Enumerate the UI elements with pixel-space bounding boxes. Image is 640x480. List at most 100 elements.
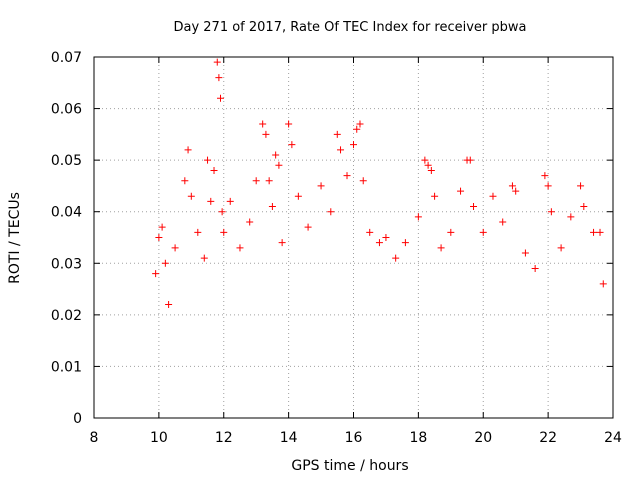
data-point	[265, 177, 273, 185]
data-point	[184, 146, 192, 154]
data-point	[194, 228, 202, 236]
data-point	[577, 182, 585, 190]
data-point	[181, 177, 189, 185]
data-point	[580, 203, 588, 211]
data-point	[414, 213, 422, 221]
data-point	[567, 213, 575, 221]
data-point	[599, 280, 607, 288]
data-point	[171, 244, 179, 252]
data-point	[317, 182, 325, 190]
data-point	[236, 244, 244, 252]
data-point	[333, 130, 341, 138]
data-point	[246, 218, 254, 226]
x-tick-label: 8	[90, 430, 99, 446]
data-point	[479, 228, 487, 236]
y-tick-label: 0.01	[51, 359, 82, 375]
x-tick-label: 18	[409, 430, 427, 446]
data-point	[521, 249, 529, 257]
y-tick-label: 0.07	[51, 50, 82, 66]
x-tick-label: 16	[345, 430, 363, 446]
data-point	[466, 156, 474, 164]
data-point	[213, 58, 221, 66]
data-point	[489, 192, 497, 200]
data-point	[470, 203, 478, 211]
data-point	[359, 177, 367, 185]
data-points	[152, 58, 607, 309]
data-point	[210, 166, 218, 174]
data-point	[158, 223, 166, 231]
data-point	[547, 208, 555, 216]
data-point	[392, 254, 400, 262]
x-axis-label: GPS time / hours	[291, 458, 408, 474]
y-tick-label: 0.05	[51, 153, 82, 169]
data-point	[207, 197, 215, 205]
data-point	[596, 228, 604, 236]
x-tick-label: 14	[280, 430, 298, 446]
data-point	[531, 264, 539, 272]
data-point	[288, 141, 296, 149]
data-point	[499, 218, 507, 226]
x-tick-label: 20	[474, 430, 492, 446]
data-point	[437, 244, 445, 252]
axis-ticks	[93, 56, 614, 419]
data-point	[218, 208, 226, 216]
data-point	[366, 228, 374, 236]
data-point	[590, 228, 598, 236]
data-point	[382, 234, 390, 241]
chart-title: Day 271 of 2017, Rate Of TEC Index for r…	[173, 20, 526, 35]
data-point	[155, 234, 163, 241]
data-point	[161, 259, 169, 267]
data-point	[204, 156, 212, 164]
x-tick-label: 12	[215, 430, 233, 446]
y-tick-label: 0	[73, 411, 82, 427]
data-point	[275, 161, 283, 169]
y-tick-label: 0.04	[51, 205, 82, 221]
y-tick-label: 0.02	[51, 308, 82, 324]
y-tick-label: 0.06	[51, 102, 82, 118]
data-point	[421, 156, 429, 164]
data-point	[401, 239, 409, 247]
data-point	[252, 177, 260, 185]
data-point	[447, 228, 455, 236]
data-point	[278, 239, 286, 247]
data-point	[350, 141, 357, 149]
data-point	[285, 120, 293, 128]
data-point	[557, 244, 565, 252]
x-tick-label: 22	[539, 430, 557, 446]
data-point	[226, 197, 234, 205]
data-point	[431, 192, 439, 200]
data-point	[294, 192, 302, 200]
y-tick-labels: 0 0.01 0.02 0.03 0.04 0.05 0.06 0.07	[51, 50, 82, 427]
data-point	[508, 182, 516, 190]
x-tick-labels: 8 10 12 14 16 18 20 22 24	[90, 430, 622, 446]
x-tick-label: 24	[604, 430, 622, 446]
data-point	[220, 228, 228, 236]
data-point	[327, 208, 335, 216]
data-point	[262, 130, 270, 138]
data-point	[356, 120, 364, 128]
grid-lines	[94, 57, 613, 418]
data-point	[165, 301, 173, 309]
data-point	[187, 192, 195, 200]
data-point	[457, 187, 465, 195]
data-point	[427, 166, 435, 174]
data-point	[512, 187, 520, 195]
y-tick-label: 0.03	[51, 256, 82, 272]
data-point	[268, 203, 276, 211]
data-point	[217, 94, 225, 102]
x-tick-label: 10	[150, 430, 168, 446]
data-point	[304, 223, 312, 231]
data-point	[259, 120, 267, 128]
data-point	[353, 125, 361, 133]
data-point	[424, 161, 432, 169]
data-point	[152, 270, 160, 278]
data-point	[272, 151, 280, 159]
data-point	[544, 182, 552, 190]
data-point	[375, 239, 383, 247]
data-point	[200, 254, 208, 262]
data-point	[337, 146, 345, 154]
y-axis-label: ROTI / TECUs	[7, 192, 23, 284]
data-point	[343, 172, 351, 180]
data-point	[215, 74, 223, 82]
